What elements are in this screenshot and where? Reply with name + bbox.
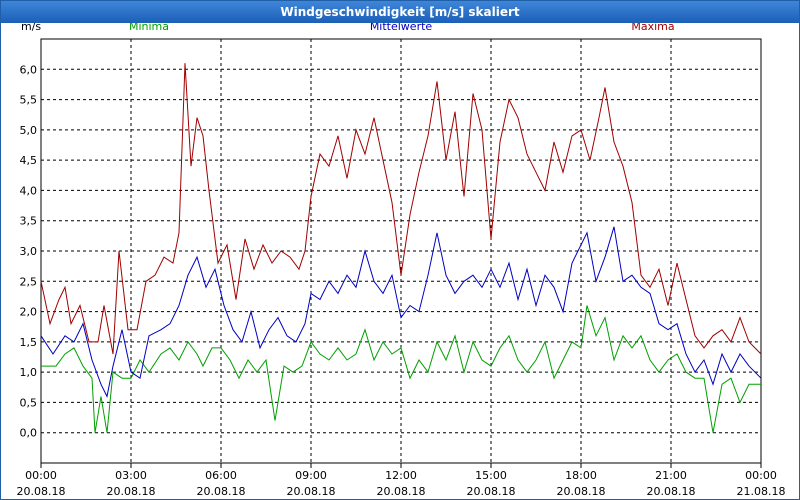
x-tick-date-3: 20.08.18 xyxy=(287,485,336,498)
y-tick-label-4: 2,0 xyxy=(20,306,38,319)
x-tick-time-2: 06:00 xyxy=(205,469,237,482)
legend-entry-maxima: Maxima xyxy=(631,23,674,33)
legend-entry-mittelwerte: Mittelwerte xyxy=(370,23,433,33)
x-tick-date-2: 20.08.18 xyxy=(197,485,246,498)
x-tick-time-7: 21:00 xyxy=(655,469,687,482)
x-tick-date-1: 20.08.18 xyxy=(107,485,156,498)
x-tick-date-8: 21.08.18 xyxy=(737,485,786,498)
x-tick-date-5: 20.08.18 xyxy=(467,485,516,498)
series-line-mittelwerte xyxy=(40,226,762,398)
x-tick-date-7: 20.08.18 xyxy=(647,485,696,498)
x-tick-date-6: 20.08.18 xyxy=(557,485,606,498)
x-tick-time-4: 12:00 xyxy=(385,469,417,482)
series-line-maxima xyxy=(40,63,762,355)
series-line-minima xyxy=(41,305,761,433)
y-tick-label-9: 4,5 xyxy=(20,154,38,167)
y-tick-label-8: 4,0 xyxy=(20,184,38,197)
x-tick-time-6: 18:00 xyxy=(565,469,597,482)
y-tick-label-12: 6,0 xyxy=(20,63,38,76)
y-tick-label-3: 1,5 xyxy=(20,336,38,349)
y-tick-label-11: 5,5 xyxy=(20,94,38,107)
y-tick-label-1: 0,5 xyxy=(20,396,38,409)
y-tick-label-0: 0,0 xyxy=(20,427,38,440)
legend-entry-minima: Minima xyxy=(129,23,169,33)
y-tick-label-10: 5,0 xyxy=(20,124,38,137)
window-title: Windgeschwindigkeit [m/s] skaliert xyxy=(1,1,799,23)
y-tick-label-5: 2,5 xyxy=(20,275,38,288)
x-tick-time-8: 00:00 xyxy=(745,469,777,482)
y-tick-label-2: 1,0 xyxy=(20,366,38,379)
x-tick-date-0: 20.08.18 xyxy=(17,485,66,498)
x-tick-time-3: 09:00 xyxy=(295,469,327,482)
y-axis-label: m/s xyxy=(21,23,41,33)
y-tick-label-7: 3,5 xyxy=(20,215,38,228)
x-tick-date-4: 20.08.18 xyxy=(377,485,426,498)
x-tick-time-5: 15:00 xyxy=(475,469,507,482)
y-tick-label-6: 3,0 xyxy=(20,245,38,258)
x-tick-time-0: 00:00 xyxy=(25,469,57,482)
x-tick-time-1: 03:00 xyxy=(115,469,147,482)
wind-speed-chart: 0,0 0,5 1,0 1,5 2,0 2,5 3,0 3,5 4,0 4,5 5,0 5,5 6,0 m… xyxy=(17,23,786,498)
